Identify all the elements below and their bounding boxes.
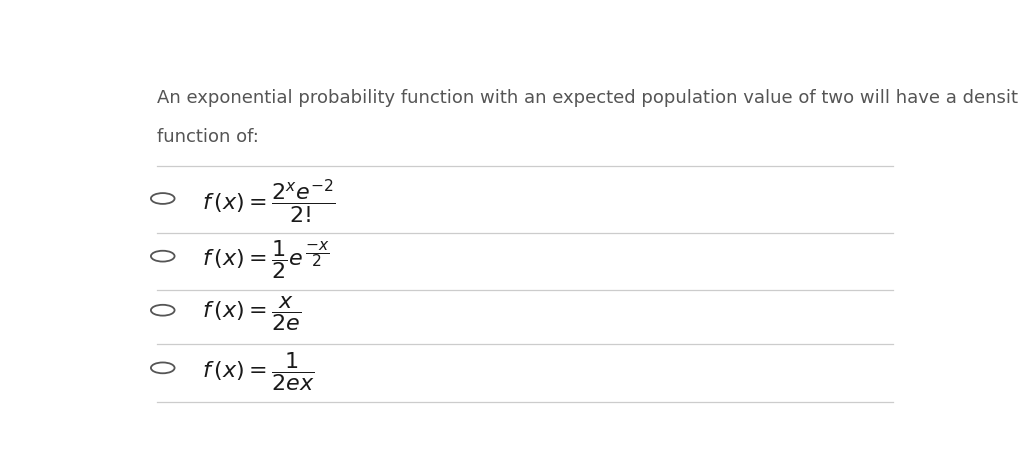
Text: $f\,(x) = \dfrac{2^x e^{-2}}{2!}$: $f\,(x) = \dfrac{2^x e^{-2}}{2!}$ [203, 178, 336, 226]
Text: An exponential probability function with an expected population value of two wil: An exponential probability function with… [157, 88, 1018, 107]
Text: $f\,(x) = \dfrac{1}{2ex}$: $f\,(x) = \dfrac{1}{2ex}$ [203, 350, 315, 393]
Text: $f\,(x) = \dfrac{x}{2e}$: $f\,(x) = \dfrac{x}{2e}$ [203, 294, 301, 333]
Text: function of:: function of: [157, 128, 260, 146]
Text: $f\,(x) = \dfrac{1}{2}e^{\,\dfrac{-x}{2}}$: $f\,(x) = \dfrac{1}{2}e^{\,\dfrac{-x}{2}… [203, 238, 330, 281]
